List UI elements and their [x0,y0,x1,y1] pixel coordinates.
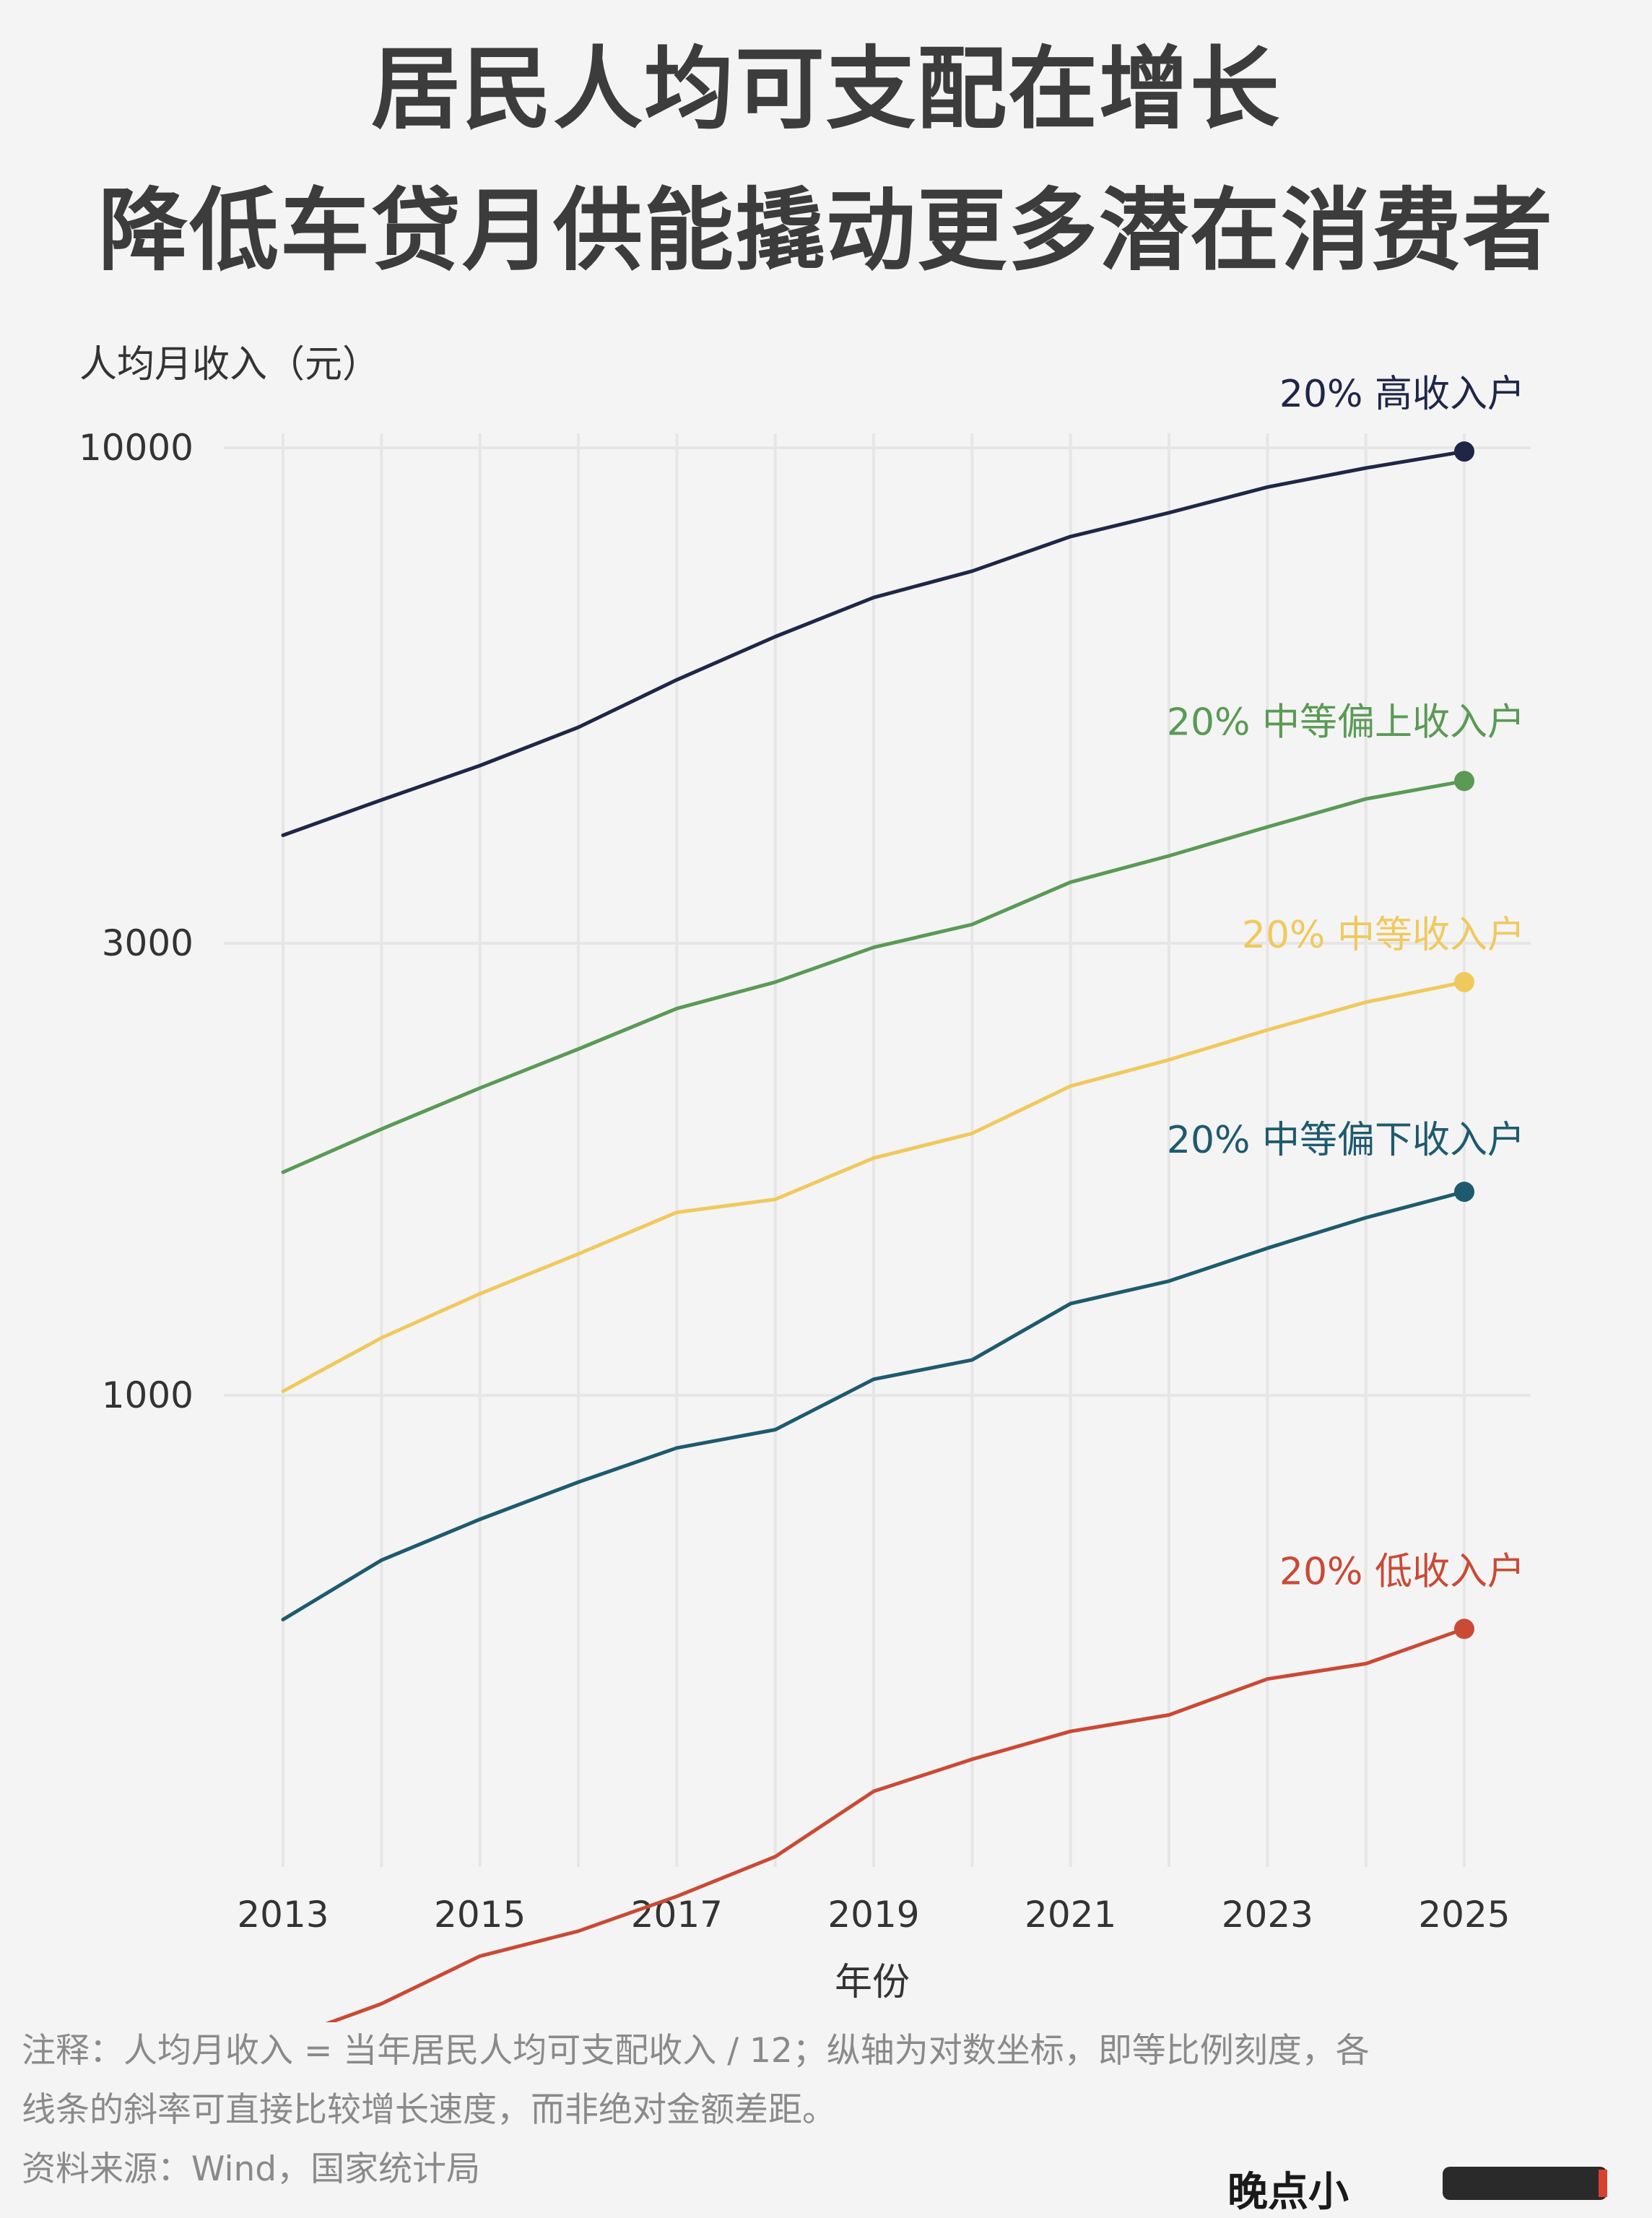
note-line-1: 注释：人均月收入 = 当年居民人均可支配收入 / 12；纵轴为对数坐标，即等比例… [22,2031,1370,2071]
x-tick-label: 2025 [1418,1894,1510,1936]
x-tick-label: 2013 [237,1894,329,1936]
series-label: 20% 中等偏上收入户 [1167,701,1525,744]
source-line: 资料来源：Wind，国家统计局 [22,2149,481,2189]
series-label: 20% 低收入户 [1279,1550,1525,1593]
series-label: 20% 高收入户 [1279,373,1525,416]
brand-logo-mark [1443,2167,1607,2200]
x-tick-label: 2023 [1222,1894,1313,1936]
x-tick-label: 2021 [1025,1894,1116,1936]
series-line [325,1626,1466,2022]
x-tick-labels: 2013 2015 2017 2019 2021 2023 2025 [237,1894,1510,1936]
x-tick-label: 2017 [631,1894,723,1936]
y-tick-label: 10000 [79,427,194,469]
y-tick-labels: 10000 3000 1000 [79,427,194,1416]
y-axis-label: 人均月收入（元） [79,343,381,386]
series-label: 20% 中等偏下收入户 [1167,1119,1525,1162]
chart-title-line1: 居民人均可支配在增长 [370,37,1281,142]
x-tick-label: 2015 [434,1894,526,1936]
series-endpoint [1454,1619,1474,1639]
y-tick-label: 1000 [102,1374,194,1416]
chart-series [281,441,1474,2022]
series-endpoint [1454,1182,1474,1203]
chart-title-line2: 降低车贷月供能撬动更多潜在消费者 [97,178,1554,283]
x-axis-label: 年份 [835,1961,910,2004]
series-line [281,779,1466,1174]
series-line [281,449,1466,837]
brand-accent [1599,2170,1607,2197]
series-endpoint [1454,771,1474,792]
x-tick-label: 2019 [827,1894,919,1936]
series-label: 20% 中等收入户 [1242,914,1525,957]
series-labels: 20% 高收入户 20% 中等偏上收入户 20% 中等收入户 20% 中等偏下收入户 2… [1167,373,1525,1593]
y-tick-label: 3000 [102,922,194,964]
note-line-2: 线条的斜率可直接比较增长速度，而非绝对金额差距。 [22,2090,836,2130]
series-endpoint [1454,441,1474,462]
series-line [281,980,1466,1393]
brand-logo-text: 晚点小 [1227,2169,1349,2216]
series-line [281,1190,1466,1621]
series-endpoint [1454,971,1474,992]
